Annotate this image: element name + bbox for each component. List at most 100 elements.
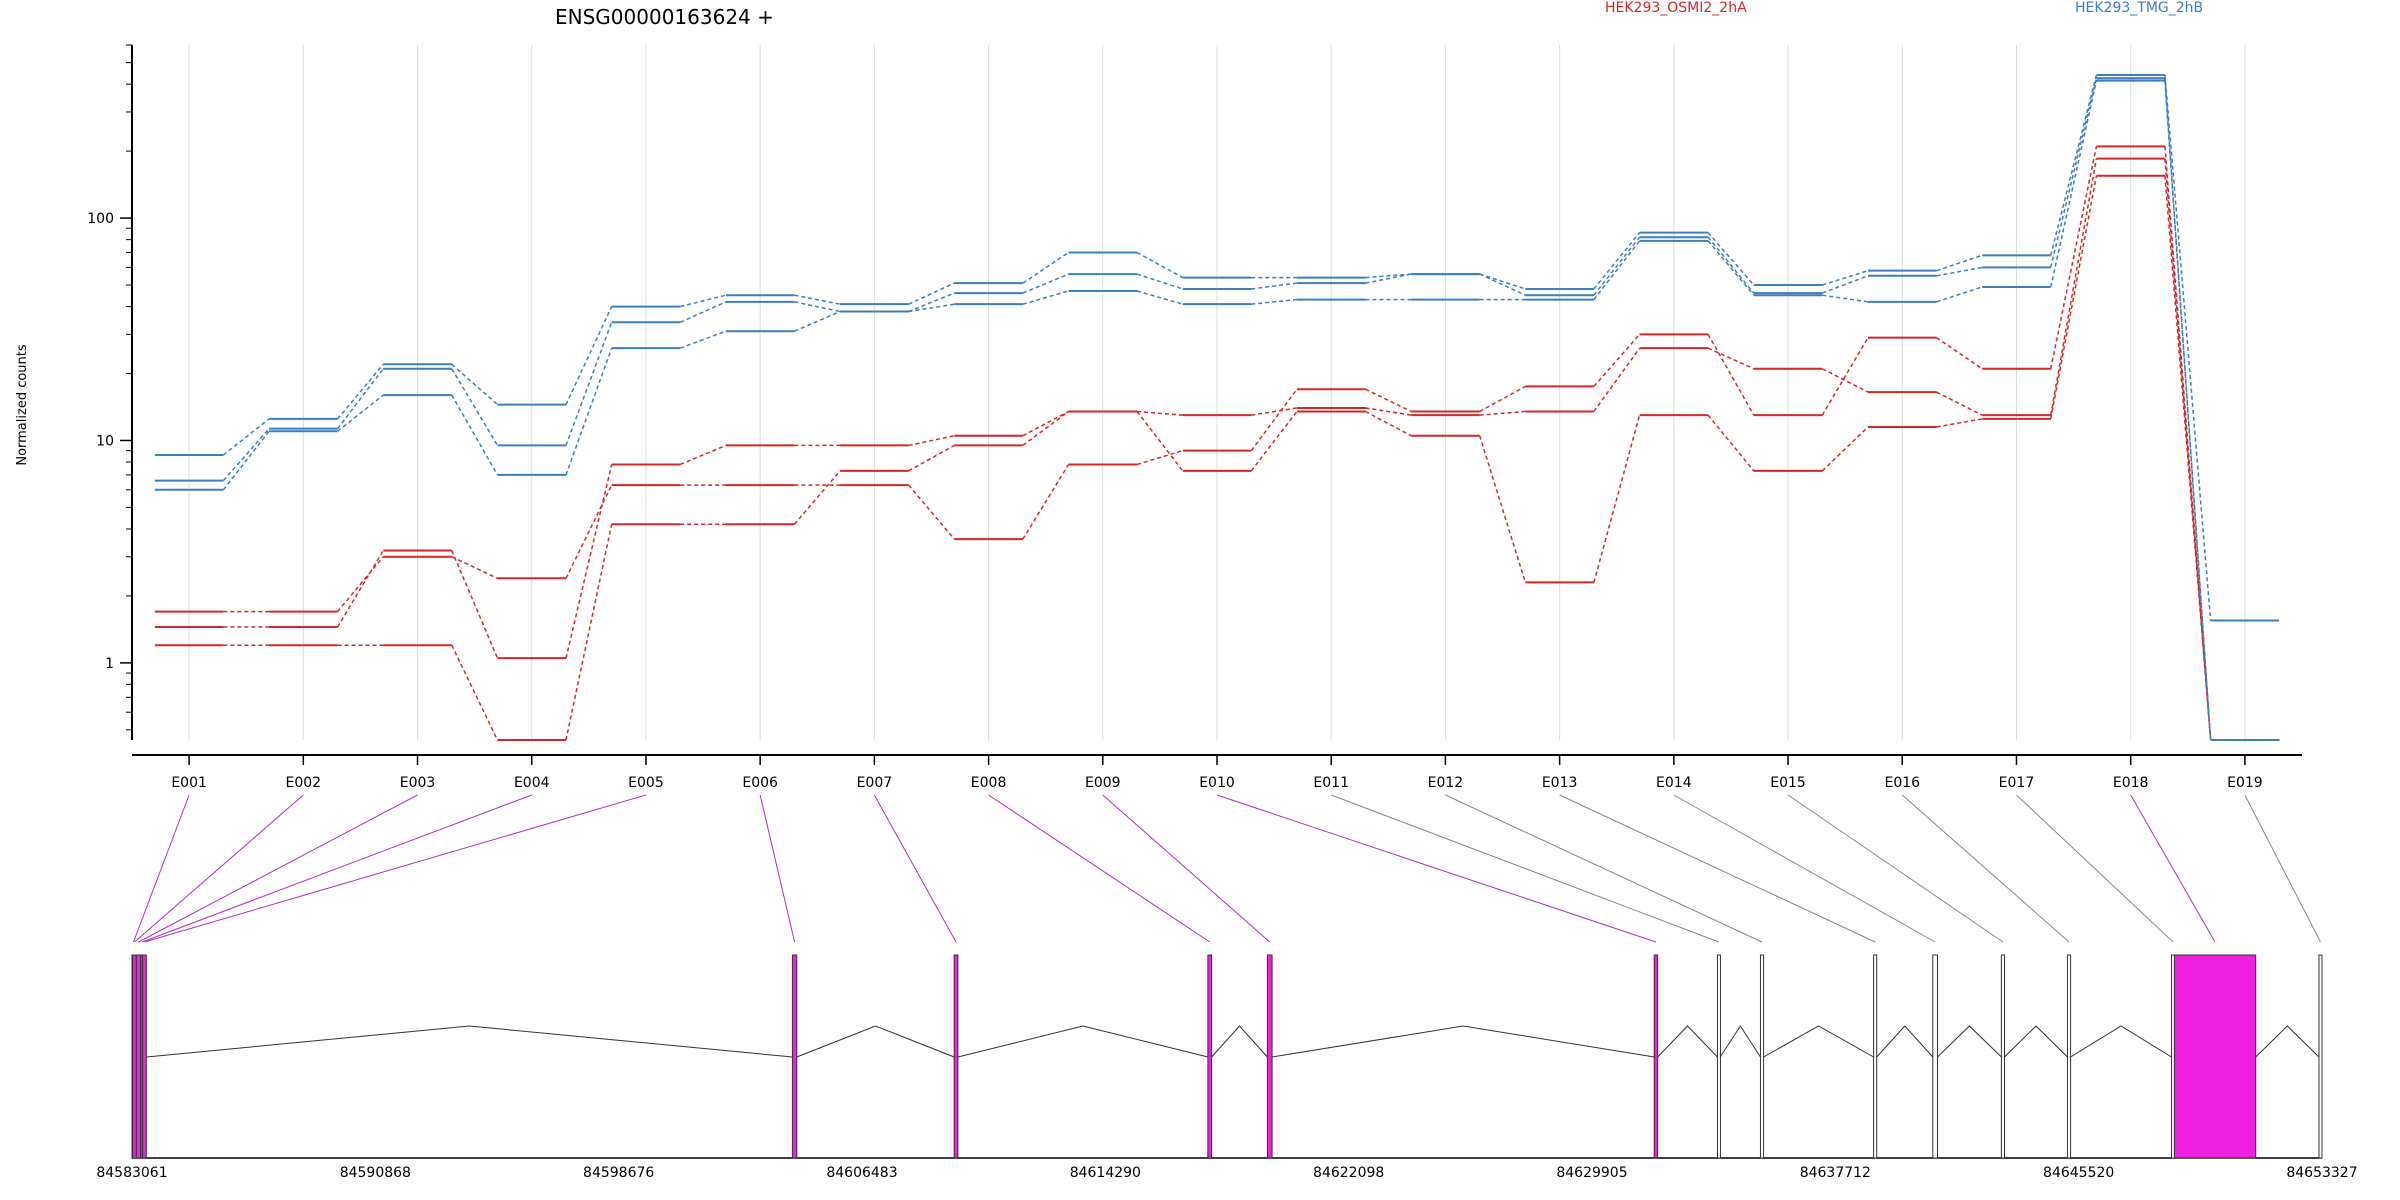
coordinate-label-84583061: 84583061 <box>96 1165 167 1181</box>
y-tick-label-100: 100 <box>87 211 114 227</box>
exon-link-E001 <box>133 794 190 943</box>
exon-link-E019 <box>2244 794 2321 943</box>
intron-10 <box>1937 1025 2002 1058</box>
intron-1 <box>146 1025 793 1058</box>
exon-E008 <box>1207 954 1213 1159</box>
connector-0-1-E005 <box>679 444 727 466</box>
connector-1-0-E015 <box>1822 269 1869 286</box>
connector-0-1-E017 <box>2049 158 2098 416</box>
connector-0-0-E017 <box>2050 146 2098 369</box>
connector-1-0-E016 <box>1936 254 1983 272</box>
connector-1-1-E003 <box>451 368 499 446</box>
coordinate-label-84598676: 84598676 <box>583 1165 654 1181</box>
connector-0-0-E007 <box>908 484 955 540</box>
connector-1-1-E007 <box>908 292 955 313</box>
connector-1-0-E001 <box>222 418 270 456</box>
coordinate-label-84653327: 84653327 <box>2286 1165 2357 1181</box>
connector-0-0-E011 <box>1365 388 1412 413</box>
x-tick-label-E014: E014 <box>1656 775 1692 791</box>
exon-E013 <box>1873 954 1878 1159</box>
connector-0-2-E004 <box>565 524 613 741</box>
connector-0-0-E002 <box>337 556 384 613</box>
exon-link-E004 <box>142 794 532 943</box>
x-tick-label-E015: E015 <box>1770 775 1806 791</box>
x-tick-label-E016: E016 <box>1884 775 1920 791</box>
coordinate-label-84645520: 84645520 <box>2043 1165 2114 1181</box>
connector-1-1-E009 <box>1136 273 1183 290</box>
x-tick-label-E013: E013 <box>1542 775 1578 791</box>
x-tick-label-E003: E003 <box>400 775 436 791</box>
x-tick-label-E018: E018 <box>2113 775 2149 791</box>
x-tick-label-E011: E011 <box>1313 775 1349 791</box>
connector-0-1-E014 <box>1707 347 1755 370</box>
exon-link-E008 <box>988 794 1211 943</box>
connector-1-2-E015 <box>1822 294 1869 303</box>
exon-E014 <box>1932 954 1938 1159</box>
connector-0-1-E008 <box>1022 410 1069 437</box>
chart-title: ENSG00000163624 + <box>555 5 774 29</box>
connector-0-0-E009 <box>1136 449 1183 466</box>
connector-1-0-E017 <box>2050 74 2098 256</box>
connector-0-1-E011 <box>1365 407 1412 416</box>
intron-3 <box>957 1025 1208 1058</box>
connector-0-1-E004 <box>565 464 613 659</box>
connector-1-0-E006 <box>794 294 841 305</box>
x-tick-label-E019: E019 <box>2227 775 2263 791</box>
connector-1-1-E013 <box>1593 236 1641 296</box>
connector-0-2-E010 <box>1250 411 1298 472</box>
exon-link-E011 <box>1331 794 1720 943</box>
exon-link-E017 <box>2016 794 2174 943</box>
connector-1-0-E009 <box>1136 251 1184 279</box>
connector-1-1-E014 <box>1707 236 1755 294</box>
connector-1-0-E005 <box>680 294 727 308</box>
y-tick-label-10: 10 <box>96 433 114 449</box>
legend-label-osmi: HEK293_OSMI2_2hA <box>1605 0 1747 16</box>
connector-1-2-E006 <box>794 310 841 332</box>
x-tick-label-E012: E012 <box>1428 775 1464 791</box>
intron-4 <box>1211 1025 1268 1058</box>
connector-0-1-E016 <box>1936 391 1983 416</box>
x-tick-label-E007: E007 <box>857 775 893 791</box>
connector-0-0-E015 <box>1821 337 1869 416</box>
connector-1-2-E018 <box>2164 80 2212 741</box>
connector-1-2-E014 <box>1707 240 1755 296</box>
connector-1-1-E011 <box>1365 273 1412 284</box>
coordinate-label-84637712: 84637712 <box>1800 1165 1871 1181</box>
connector-1-1-E006 <box>794 301 841 313</box>
exon-link-E009 <box>1102 794 1271 943</box>
exon-link-E012 <box>1445 794 1763 943</box>
exon-E006 <box>791 954 798 1159</box>
exon-links <box>133 794 2321 943</box>
exon-E005 <box>142 954 147 1159</box>
coordinate-label-84614290: 84614290 <box>1070 1165 1141 1181</box>
x-tick-label-E017: E017 <box>1999 775 2035 791</box>
exon-link-E016 <box>1901 794 2070 943</box>
connector-1-0-E004 <box>565 306 613 405</box>
connector-0-2-E009 <box>1136 411 1184 472</box>
exon-link-E014 <box>1673 794 1936 943</box>
connector-0-2-E018 <box>2164 175 2212 741</box>
x-tick-label-E001: E001 <box>171 775 207 791</box>
grid-lines <box>188 45 2246 740</box>
connector-0-1-E007 <box>908 435 955 447</box>
exon-link-E003 <box>138 794 418 943</box>
coordinate-label-84590868: 84590868 <box>340 1165 411 1181</box>
connector-0-1-E015 <box>1821 368 1869 393</box>
connector-0-0-E018 <box>2164 146 2212 741</box>
exon-E002 <box>132 954 137 1159</box>
connector-0-2-E016 <box>1936 418 1983 428</box>
connector-0-2-E012 <box>1478 435 1527 583</box>
connector-1-1-E010 <box>1251 282 1298 290</box>
connector-0-2-E011 <box>1365 410 1412 437</box>
exon-E015 <box>2000 954 2005 1159</box>
exon-link-E010 <box>1216 794 1657 943</box>
connector-1-1-E002 <box>336 368 384 430</box>
connector-1-2-E017 <box>2050 80 2098 288</box>
connector-1-1-E012 <box>1479 273 1526 296</box>
x-tick-label-E008: E008 <box>971 775 1007 791</box>
connector-1-1-E004 <box>565 322 613 446</box>
exon-link-E015 <box>1787 794 2004 943</box>
connector-0-2-E014 <box>1707 414 1755 472</box>
connector-1-2-E001 <box>222 430 270 491</box>
